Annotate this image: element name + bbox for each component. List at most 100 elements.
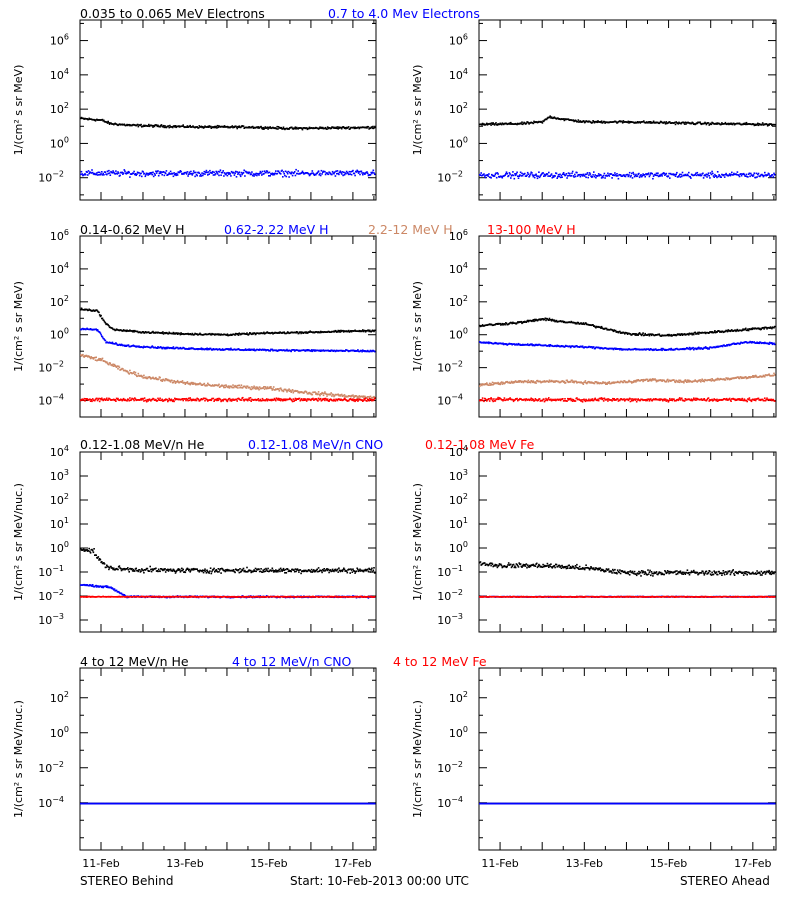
data-point	[692, 346, 694, 349]
data-point	[277, 399, 279, 401]
data-point	[355, 171, 358, 173]
data-point	[312, 172, 314, 174]
data-point	[711, 170, 713, 173]
data-point	[569, 381, 572, 383]
data-point	[262, 387, 264, 389]
data-point	[106, 397, 108, 400]
data-point	[115, 343, 118, 345]
data-point	[745, 123, 747, 126]
y-tick-label: 106	[50, 33, 69, 48]
data-point	[568, 174, 570, 177]
data-point	[498, 398, 500, 401]
data-point	[748, 341, 751, 344]
data-point	[223, 384, 226, 387]
data-point	[585, 176, 587, 179]
data-point	[303, 398, 305, 400]
data-point	[549, 344, 551, 346]
data-point	[507, 399, 509, 401]
data-point	[699, 379, 701, 381]
data-point	[176, 332, 178, 334]
data-point	[480, 172, 482, 174]
data-point	[520, 123, 523, 125]
data-point	[311, 170, 314, 172]
data-point	[712, 379, 715, 381]
data-point	[301, 398, 303, 400]
data-point	[133, 331, 135, 333]
data-point	[136, 330, 139, 333]
data-point	[573, 176, 575, 178]
data-point	[364, 399, 366, 401]
data-point	[675, 173, 677, 176]
data-point	[88, 172, 90, 175]
data-point	[315, 392, 318, 395]
data-point	[296, 390, 299, 392]
data-point	[366, 396, 369, 398]
data-point	[709, 177, 711, 179]
data-point	[483, 123, 485, 125]
data-point	[704, 331, 706, 334]
data-point	[253, 348, 255, 350]
data-point	[600, 121, 602, 124]
data-point	[194, 399, 196, 402]
data-point	[607, 382, 610, 384]
data-point	[192, 381, 194, 384]
data-point	[516, 123, 518, 126]
data-point	[479, 174, 482, 177]
data-point	[522, 381, 525, 384]
data-point	[486, 382, 488, 384]
data-point	[99, 332, 102, 334]
data-point	[371, 399, 373, 402]
data-point	[117, 171, 119, 173]
data-point	[235, 176, 238, 178]
data-point	[174, 380, 176, 383]
data-point	[728, 173, 731, 175]
data-point	[231, 386, 234, 389]
data-point	[697, 348, 699, 350]
data-point	[326, 128, 328, 130]
data-point	[344, 350, 346, 352]
data-point	[302, 172, 304, 174]
data-point	[168, 397, 170, 400]
data-point	[132, 372, 135, 374]
data-point	[283, 399, 285, 402]
data-point	[200, 175, 203, 177]
data-point	[739, 342, 741, 345]
data-point	[252, 333, 255, 335]
data-point	[152, 330, 154, 333]
data-point	[284, 388, 287, 391]
data-point	[244, 175, 246, 177]
data-point	[527, 122, 530, 124]
data-point	[109, 174, 112, 176]
data-point	[366, 400, 368, 402]
data-point	[618, 348, 620, 350]
data-point	[357, 349, 359, 351]
data-point	[156, 125, 159, 128]
data-point	[699, 173, 701, 176]
data-point	[554, 175, 556, 177]
data-point	[188, 397, 190, 400]
data-point	[512, 400, 515, 403]
data-point	[693, 348, 695, 351]
data-point	[257, 126, 260, 128]
data-point	[508, 381, 511, 383]
data-point	[600, 174, 602, 176]
data-point	[263, 388, 266, 390]
data-point	[87, 174, 89, 176]
data-point	[550, 380, 552, 383]
data-point	[203, 170, 206, 173]
data-point	[505, 343, 508, 345]
data-point	[581, 345, 584, 347]
series-red	[80, 396, 376, 403]
data-point	[752, 174, 755, 176]
data-point	[606, 175, 608, 177]
data-point	[169, 124, 171, 127]
data-point	[216, 124, 219, 127]
data-point	[595, 176, 597, 179]
data-point	[282, 126, 285, 129]
data-point	[311, 393, 314, 396]
data-point	[680, 173, 682, 176]
data-point	[119, 174, 121, 177]
data-point	[111, 364, 114, 367]
data-point	[108, 123, 111, 125]
data-point	[190, 333, 193, 336]
